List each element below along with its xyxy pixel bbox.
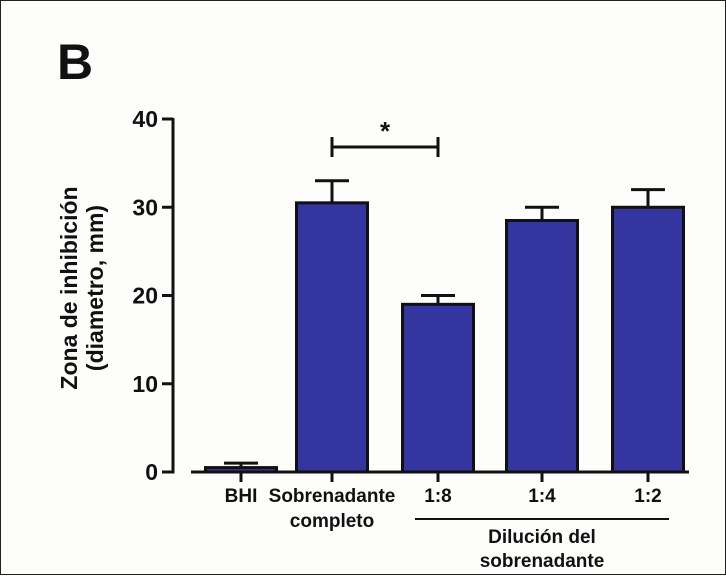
panel-label: B — [57, 34, 93, 90]
x-tick-label: completo — [290, 511, 374, 532]
y-tick-label: 20 — [132, 283, 158, 309]
x-tick-label: BHI — [225, 486, 258, 507]
y-tick-label: 10 — [132, 371, 158, 397]
plot-area: 0 10 20 30 40 BHI Sobrenadante completo 1:8 1:4 1:… — [132, 106, 689, 532]
significance-label: * — [380, 116, 391, 146]
dilution-group-label-line1: Dilución del — [488, 527, 596, 548]
dilution-group-label-line2: sobrenadante — [480, 551, 605, 572]
x-tick-label: 1:8 — [424, 486, 451, 507]
y-tick-label: 30 — [132, 194, 158, 220]
dilution-group: Dilución del sobrenadante — [415, 518, 669, 572]
bar — [505, 218, 579, 474]
y-tick-label: 40 — [132, 106, 158, 132]
y-axis-label: Zona de inhibición (diametro, mm) — [56, 186, 108, 389]
y-axis-label-line2: (diametro, mm) — [82, 205, 108, 371]
x-tick-label: Sobrenadante — [269, 486, 396, 507]
bar — [611, 205, 685, 474]
y-axis-label-line1: Zona de inhibición — [56, 186, 82, 389]
bar — [401, 302, 475, 474]
x-tick-label: 1:4 — [528, 486, 556, 507]
x-tick-label: 1:2 — [634, 486, 661, 507]
bar — [295, 201, 369, 474]
y-tick-label: 0 — [145, 459, 158, 485]
